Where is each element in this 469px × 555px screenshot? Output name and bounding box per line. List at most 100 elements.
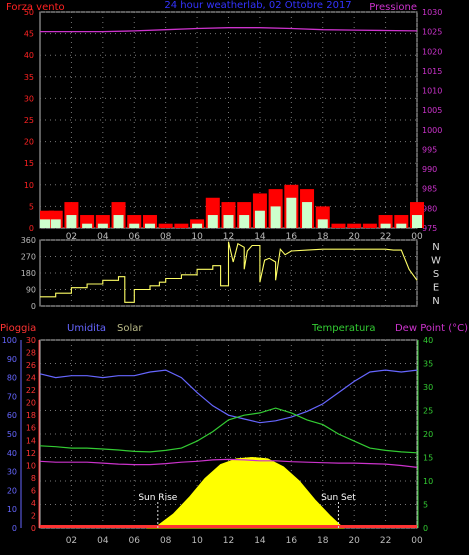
sun-annotations: Sun Rise Sun Set bbox=[138, 493, 356, 528]
x-tick-label: 12 bbox=[223, 232, 234, 242]
gust-bar bbox=[158, 223, 173, 228]
x-tick-label: 02 bbox=[66, 536, 77, 546]
direction-y-ticks: 0 90 180 270 360 bbox=[21, 236, 36, 311]
y-tick-label: 45 bbox=[24, 30, 34, 39]
y-tick-label: 80 bbox=[7, 374, 17, 383]
compass-label: S bbox=[433, 269, 439, 280]
pressure-line bbox=[40, 27, 418, 33]
temperature-label: Temperatura bbox=[311, 323, 376, 334]
wind-direction-line bbox=[40, 241, 418, 303]
humidity-y-ticks: 0 10 20 30 40 50 60 70 80 90 100 bbox=[2, 336, 17, 533]
x-tick-label: 22 bbox=[380, 536, 391, 546]
compass-label: N bbox=[432, 296, 439, 307]
y-tick-label: 270 bbox=[21, 253, 36, 262]
y-tick-label: 990 bbox=[422, 165, 437, 174]
speed-bar bbox=[97, 223, 108, 228]
speed-bar bbox=[207, 215, 218, 228]
y-tick-label: 2 bbox=[31, 511, 36, 520]
x-tick-label: 02 bbox=[66, 232, 77, 242]
panel1-x-ticks: 02 04 06 08 10 12 14 16 18 20 22 00 bbox=[66, 232, 423, 242]
x-tick-label: 00 bbox=[411, 536, 423, 546]
x-tick-label: 04 bbox=[97, 536, 109, 546]
speed-bar bbox=[396, 223, 407, 228]
speed-bar bbox=[144, 223, 155, 228]
y-tick-label: 25 bbox=[24, 116, 34, 125]
speed-bar bbox=[82, 223, 93, 228]
y-tick-label: 40 bbox=[423, 336, 433, 345]
y-tick-label: 15 bbox=[24, 159, 34, 168]
y-tick-label: 360 bbox=[21, 236, 36, 245]
y-tick-label: 50 bbox=[7, 430, 17, 439]
y-tick-label: 985 bbox=[422, 185, 437, 194]
x-tick-label: 08 bbox=[160, 536, 172, 546]
y-tick-label: 10 bbox=[423, 477, 433, 486]
chart-title: 24 hour weatherlab, 02 Ottobre 2017 bbox=[164, 0, 351, 11]
x-tick-label: 06 bbox=[129, 232, 141, 242]
y-tick-label: 20 bbox=[26, 399, 36, 408]
y-tick-label: 5 bbox=[423, 501, 428, 510]
y-tick-label: 0 bbox=[31, 524, 36, 533]
solar-series bbox=[146, 456, 345, 529]
temperature-y-ticks: 0 5 10 15 20 25 30 35 40 bbox=[423, 336, 433, 533]
x-tick-label: 08 bbox=[160, 232, 172, 242]
temperature-line bbox=[39, 407, 418, 454]
y-tick-label: 0 bbox=[31, 302, 36, 311]
pressure-axis-label: Pressione bbox=[369, 2, 417, 13]
speed-bar bbox=[113, 215, 124, 228]
y-tick-label: 0 bbox=[423, 524, 428, 533]
y-tick-label: 26 bbox=[26, 361, 36, 370]
speed-bar bbox=[239, 215, 250, 228]
y-tick-label: 100 bbox=[2, 336, 17, 345]
y-tick-label: 90 bbox=[7, 355, 17, 364]
y-tick-label: 0 bbox=[29, 224, 34, 233]
x-tick-label: 16 bbox=[286, 536, 298, 546]
speed-bar bbox=[223, 215, 234, 228]
y-tick-label: 40 bbox=[24, 51, 34, 60]
y-tick-label: 40 bbox=[7, 449, 17, 458]
y-tick-label: 24 bbox=[26, 374, 36, 383]
y-tick-label: 14 bbox=[26, 436, 36, 445]
temperature-series bbox=[39, 407, 418, 454]
sun-annotation-label: Sun Rise bbox=[138, 493, 177, 503]
dewpoint-line bbox=[39, 458, 418, 468]
x-tick-label: 12 bbox=[223, 536, 234, 546]
speed-series bbox=[40, 197, 422, 228]
rain-label: Pioggia bbox=[0, 323, 36, 334]
x-tick-label: 14 bbox=[254, 536, 266, 546]
y-tick-label: 1025 bbox=[422, 28, 442, 37]
speed-bar bbox=[129, 223, 140, 228]
y-tick-label: 10 bbox=[26, 461, 36, 470]
x-tick-label: 06 bbox=[129, 536, 141, 546]
y-tick-label: 30 bbox=[423, 383, 433, 392]
x-tick-label: 10 bbox=[191, 232, 203, 242]
solar-area bbox=[146, 456, 345, 529]
humidity-line bbox=[39, 369, 418, 424]
speed-bar bbox=[380, 223, 391, 228]
gust-bar bbox=[362, 223, 377, 228]
wind-pressure-panel: 24 hour weatherlab, 02 Ottobre 2017 Forz… bbox=[6, 0, 442, 242]
y-tick-label: 1010 bbox=[422, 87, 442, 96]
y-tick-label: 8 bbox=[31, 474, 36, 483]
y-tick-label: 30 bbox=[24, 94, 34, 103]
y-tick-label: 35 bbox=[423, 360, 433, 369]
y-tick-label: 975 bbox=[422, 224, 437, 233]
y-tick-label: 10 bbox=[7, 505, 17, 514]
gust-bar bbox=[174, 223, 189, 228]
compass-label: W bbox=[431, 256, 441, 267]
y-tick-label: 22 bbox=[26, 386, 36, 395]
speed-bar bbox=[270, 206, 281, 228]
speed-bar bbox=[317, 219, 328, 228]
x-tick-label: 14 bbox=[254, 232, 266, 242]
wind-direction-series bbox=[40, 241, 418, 303]
y-tick-label: 980 bbox=[422, 204, 437, 213]
y-tick-label: 180 bbox=[21, 269, 36, 278]
dewpoint-label: Dew Point (°C) bbox=[395, 323, 468, 334]
y-tick-label: 5 bbox=[29, 202, 34, 211]
y-tick-label: 35 bbox=[24, 73, 34, 82]
y-tick-label: 995 bbox=[422, 145, 437, 154]
y-tick-label: 4 bbox=[31, 499, 36, 508]
